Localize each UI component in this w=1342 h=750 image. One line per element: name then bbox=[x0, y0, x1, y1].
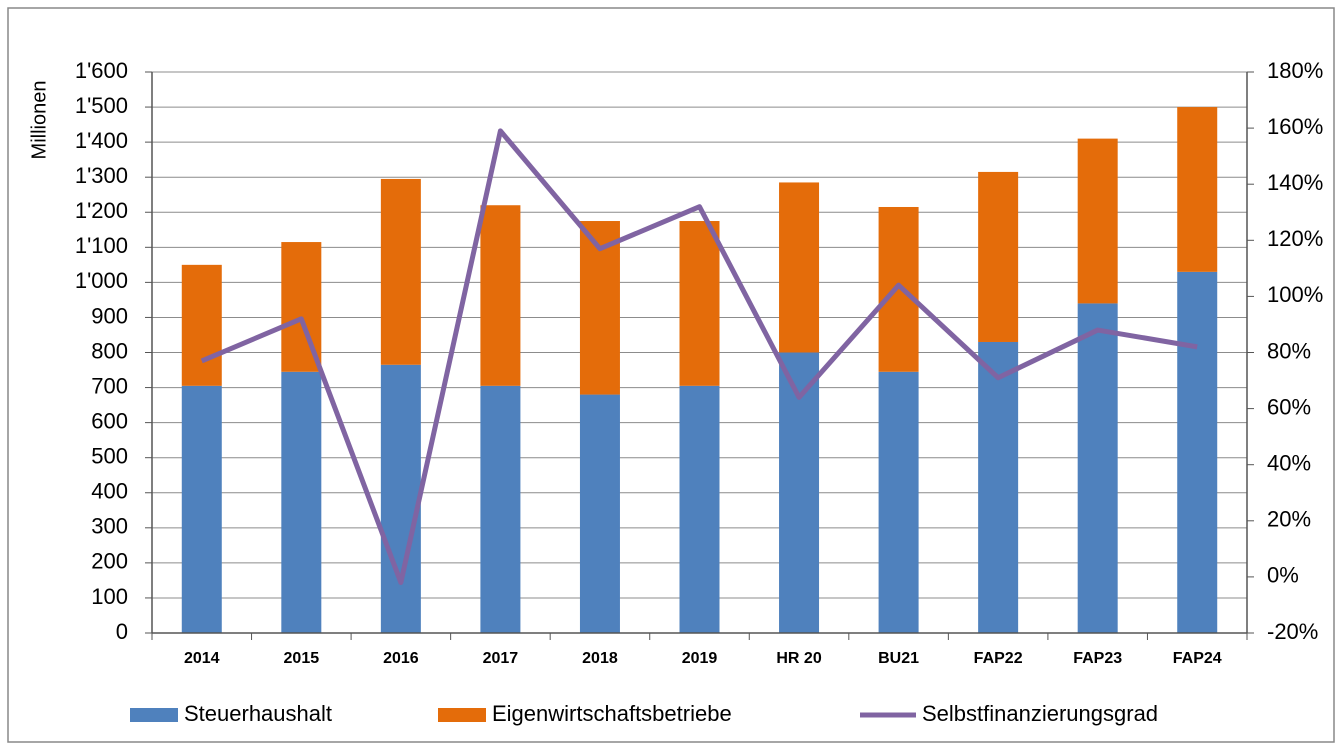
legend-label: Steuerhaushalt bbox=[184, 701, 332, 726]
legend-swatch bbox=[130, 708, 178, 722]
bar bbox=[779, 182, 820, 353]
y2-tick-label: 20% bbox=[1267, 507, 1311, 532]
y2-tick-label: 0% bbox=[1267, 563, 1299, 588]
y-tick-label: 700 bbox=[91, 373, 128, 398]
y-tick-label: 300 bbox=[91, 514, 128, 539]
bar bbox=[181, 264, 222, 386]
y-tick-label: 900 bbox=[91, 303, 128, 328]
y2-tick-label: 140% bbox=[1267, 170, 1323, 195]
x-tick-label: 2016 bbox=[383, 650, 419, 667]
bar bbox=[679, 221, 720, 386]
y-tick-label: 800 bbox=[91, 338, 128, 363]
legend-swatch bbox=[438, 708, 486, 722]
y2-tick-label: 80% bbox=[1267, 338, 1311, 363]
bar bbox=[978, 341, 1019, 633]
bar bbox=[978, 171, 1019, 342]
bar bbox=[1077, 138, 1118, 304]
y-tick-label: 1'200 bbox=[75, 198, 128, 223]
bar bbox=[579, 394, 620, 633]
x-tick-label: FAP23 bbox=[1073, 650, 1122, 667]
bar bbox=[181, 385, 222, 633]
bar bbox=[679, 385, 720, 633]
bar bbox=[1177, 271, 1218, 633]
y-tick-label: 1'100 bbox=[75, 233, 128, 258]
y-tick-label: 1'400 bbox=[75, 128, 128, 153]
bar bbox=[1077, 303, 1118, 633]
x-tick-label: 2017 bbox=[483, 650, 519, 667]
x-tick-label: 2015 bbox=[284, 650, 320, 667]
y-tick-label: 500 bbox=[91, 444, 128, 469]
y2-tick-label: -20% bbox=[1267, 619, 1318, 644]
y-tick-label: 1'500 bbox=[75, 93, 128, 118]
x-tick-label: 2014 bbox=[184, 650, 220, 667]
y-tick-label: 200 bbox=[91, 549, 128, 574]
y2-tick-label: 60% bbox=[1267, 394, 1311, 419]
bar bbox=[281, 371, 322, 633]
bar bbox=[878, 206, 919, 372]
y-axis-title: Millionen bbox=[28, 81, 50, 160]
y2-tick-label: 160% bbox=[1267, 114, 1323, 139]
bar bbox=[1177, 107, 1218, 272]
line-series bbox=[200, 128, 1198, 586]
y-tick-label: 100 bbox=[91, 584, 128, 609]
bar bbox=[480, 385, 521, 633]
y2-tick-label: 40% bbox=[1267, 451, 1311, 476]
y-tick-label: 1'300 bbox=[75, 163, 128, 188]
bar bbox=[380, 178, 421, 365]
x-tick-label: BU21 bbox=[878, 650, 919, 667]
y-tick-label: 600 bbox=[91, 408, 128, 433]
x-tick-label: 2019 bbox=[682, 650, 718, 667]
y-tick-label: 1'000 bbox=[75, 268, 128, 293]
y-tick-label: 400 bbox=[91, 479, 128, 504]
x-tick-label: FAP22 bbox=[974, 650, 1023, 667]
legend-label: Selbstfinanzierungsgrad bbox=[922, 701, 1158, 726]
bar bbox=[380, 364, 421, 633]
x-tick-label: FAP24 bbox=[1173, 650, 1222, 667]
y2-tick-label: 180% bbox=[1267, 58, 1323, 83]
y2-tick-label: 100% bbox=[1267, 282, 1323, 307]
x-tick-label: HR 20 bbox=[776, 650, 821, 667]
bar bbox=[878, 371, 919, 633]
bar bbox=[480, 205, 521, 386]
legend-label: Eigenwirtschaftsbetriebe bbox=[492, 701, 732, 726]
y2-tick-label: 120% bbox=[1267, 226, 1323, 251]
y-tick-label: 0 bbox=[116, 619, 128, 644]
y-tick-label: 1'600 bbox=[75, 58, 128, 83]
x-tick-label: 2018 bbox=[582, 650, 618, 667]
